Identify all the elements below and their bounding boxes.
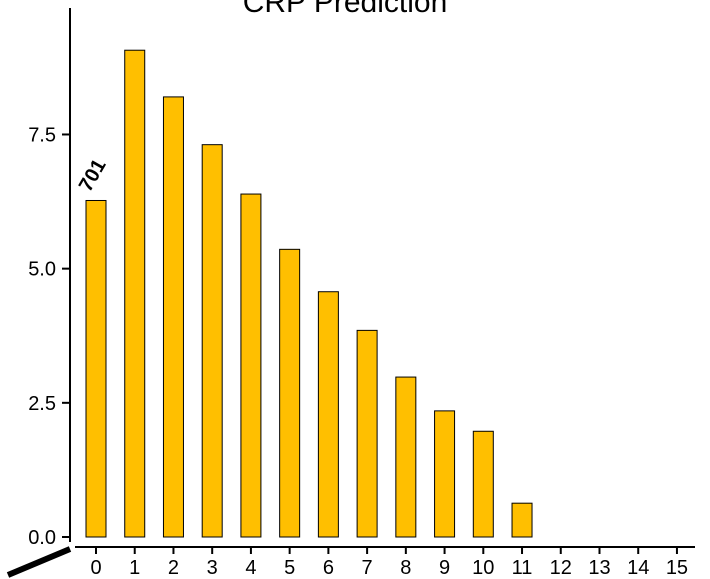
bar-8 (395, 376, 417, 538)
x-tick-label: 9 (439, 557, 450, 579)
x-tick-label: 2 (168, 557, 179, 579)
x-tick-label: 13 (588, 557, 610, 579)
bar-4 (240, 193, 262, 538)
y-tick-label: 0.0 (28, 527, 56, 549)
x-tick-label: 8 (400, 557, 411, 579)
y-tick-label: 7.5 (28, 124, 56, 146)
bar-7 (356, 329, 378, 538)
x-tick-label: 1 (129, 557, 140, 579)
axis-corner-mark (6, 546, 72, 578)
bars-group (85, 49, 533, 538)
x-tick-label: 0 (90, 557, 101, 579)
x-axis-ticks: 0 1 2 3 4 5 6 7 8 9 10 11 12 13 14 15 (90, 547, 688, 579)
x-tick-label: 3 (207, 557, 218, 579)
x-tick-label: 5 (284, 557, 295, 579)
x-tick-label: 7 (362, 557, 373, 579)
y-axis-ticks: 0.0 2.5 5.0 7.5 (28, 124, 70, 549)
y-tick-label: 2.5 (28, 393, 56, 415)
x-tick-label: 10 (472, 557, 494, 579)
bar-11 (511, 502, 533, 538)
chart-title: CRP Prediction (243, 0, 448, 19)
bar-0 (85, 199, 107, 538)
bar-9 (434, 410, 456, 538)
x-tick-label: 14 (627, 557, 649, 579)
bar-6 (317, 291, 339, 538)
x-tick-label: 6 (323, 557, 334, 579)
bar-1 (124, 49, 146, 538)
bar-10 (472, 430, 494, 538)
x-tick-label: 4 (245, 557, 256, 579)
bar-2 (162, 96, 184, 538)
x-tick-label: 11 (512, 557, 533, 579)
bar-5 (279, 248, 301, 538)
x-tick-label: 15 (666, 557, 688, 579)
bar-3 (201, 144, 223, 538)
y-tick-label: 5.0 (28, 259, 56, 281)
x-tick-label: 12 (550, 557, 572, 579)
bar-annotation-label: 701 (75, 156, 111, 196)
